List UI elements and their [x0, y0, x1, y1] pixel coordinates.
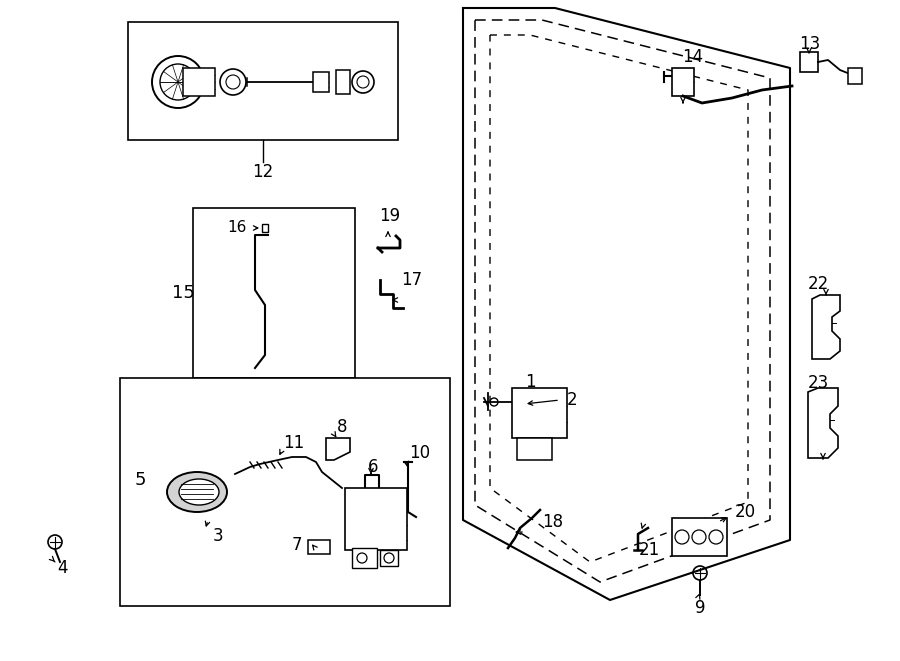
Bar: [183, 68, 215, 96]
Bar: [848, 68, 862, 84]
Text: 9: 9: [695, 599, 706, 617]
Bar: [672, 518, 727, 556]
Bar: [512, 388, 567, 438]
Bar: [380, 550, 398, 566]
Text: 2: 2: [567, 391, 577, 409]
Text: 22: 22: [807, 275, 829, 293]
Text: 19: 19: [380, 207, 400, 225]
Bar: [345, 488, 407, 550]
Text: 20: 20: [734, 503, 756, 521]
Bar: [120, 378, 450, 606]
Polygon shape: [326, 438, 350, 460]
Ellipse shape: [167, 472, 227, 512]
Text: 5: 5: [134, 471, 146, 489]
Text: 12: 12: [252, 163, 274, 181]
Text: 1: 1: [525, 373, 535, 391]
Bar: [352, 548, 377, 568]
Text: 13: 13: [799, 35, 821, 53]
Ellipse shape: [179, 479, 219, 505]
Text: 21: 21: [638, 541, 660, 559]
Text: 18: 18: [543, 513, 563, 531]
Text: 17: 17: [401, 271, 423, 289]
Text: 14: 14: [682, 48, 704, 66]
Bar: [517, 438, 552, 460]
Bar: [193, 208, 355, 378]
Bar: [308, 540, 330, 554]
Bar: [262, 224, 268, 232]
Text: 16: 16: [228, 221, 247, 235]
Polygon shape: [808, 388, 838, 458]
Text: 15: 15: [172, 284, 194, 302]
Text: 6: 6: [368, 458, 378, 476]
Bar: [313, 72, 329, 92]
Text: 8: 8: [337, 418, 347, 436]
Bar: [336, 70, 350, 94]
Text: 11: 11: [284, 434, 304, 452]
Text: 4: 4: [58, 559, 68, 577]
Text: 3: 3: [212, 527, 223, 545]
Text: 7: 7: [292, 536, 302, 554]
Text: 23: 23: [807, 374, 829, 392]
Bar: [800, 52, 818, 72]
Bar: [128, 22, 398, 140]
Polygon shape: [812, 295, 840, 359]
Text: 10: 10: [410, 444, 430, 462]
Bar: [672, 68, 694, 96]
